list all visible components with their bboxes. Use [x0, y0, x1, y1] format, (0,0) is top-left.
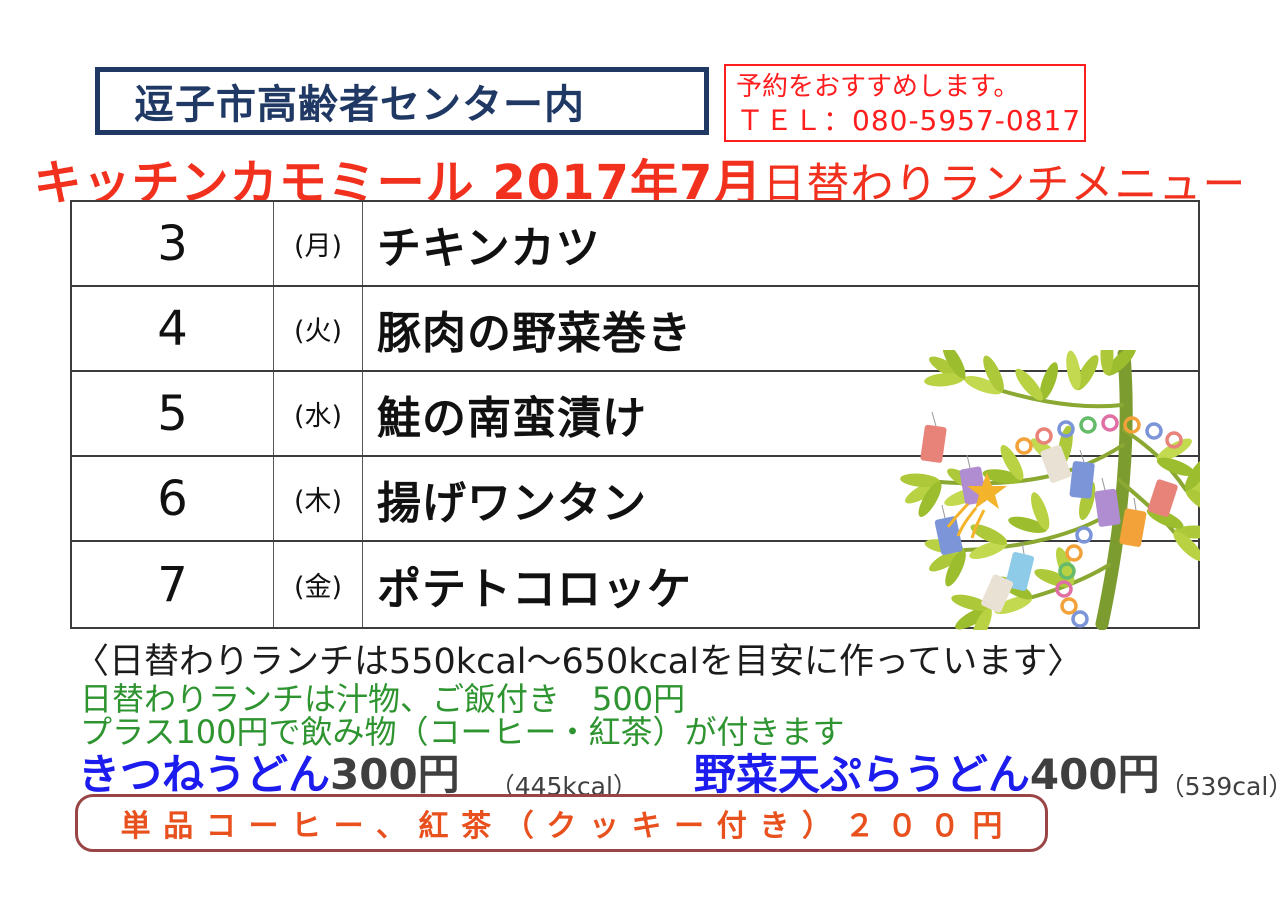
kitsune-udon-name: きつねうどん	[78, 750, 331, 799]
table-row: 7 (金) ポテトコロッケ	[72, 542, 1198, 627]
day-cell: 4	[72, 287, 274, 370]
udon-menu-line: きつねうどん300円 （445kcal） 野菜天ぷらうどん400円（539cal）	[78, 741, 1280, 802]
table-row: 4 (火) 豚肉の野菜巻き	[72, 287, 1198, 372]
dish-cell: チキンカツ	[377, 222, 601, 274]
day-cell: 5	[72, 372, 274, 455]
lunch-price-note: 日替わりランチは汁物、ご飯付き 500円	[80, 680, 686, 718]
facility-name: 逗子市高齢者センター内	[134, 82, 585, 128]
table-row: 6 (木) 揚げワンタン	[72, 457, 1198, 542]
weekday-cell: (水)	[274, 372, 363, 455]
reservation-box: 予約をおすすめします。 ＴＥＬ：080-5957-0817	[724, 64, 1086, 142]
dish-cell: ポテトコロッケ	[377, 563, 692, 615]
drink-option-note: プラス100円で飲み物（コーヒー・紅茶）が付きます	[80, 713, 845, 751]
vegetable-tempura-udon-kcal: （539cal）	[1159, 772, 1280, 801]
day-cell: 7	[72, 542, 274, 627]
calorie-guideline-note: 〈日替わりランチは550kcal～650kcalを目安に作っています〉	[74, 642, 1083, 682]
tanabata-bamboo-illustration	[899, 350, 1200, 630]
weekday-cell: (金)	[274, 542, 363, 627]
weekday-cell: (月)	[274, 202, 363, 285]
dish-cell: 揚げワンタン	[377, 477, 647, 529]
vegetable-tempura-udon-price: 400円	[1029, 750, 1160, 799]
coffee-offer-text: 単品コーヒー、紅茶（クッキー付き）２００円	[120, 809, 1015, 844]
daily-menu-table: 3 (月) チキンカツ 4 (火) 豚肉の野菜巻き 5 (水) 鮭の南蛮漬け 6…	[70, 200, 1200, 629]
coffee-offer-box: 単品コーヒー、紅茶（クッキー付き）２００円	[75, 794, 1048, 852]
weekday-cell: (火)	[274, 287, 363, 370]
reservation-phone: ＴＥＬ：080-5957-0817	[736, 103, 1082, 137]
dish-cell: 豚肉の野菜巻き	[377, 307, 692, 359]
reservation-note: 予約をおすすめします。	[736, 72, 1020, 102]
kitsune-udon-price: 300円	[330, 750, 460, 799]
day-cell: 3	[72, 202, 274, 285]
facility-name-box: 逗子市高齢者センター内	[95, 67, 709, 135]
day-cell: 6	[72, 457, 274, 540]
weekday-cell: (木)	[274, 457, 363, 540]
table-row: 5 (水) 鮭の南蛮漬け	[72, 372, 1198, 457]
table-row: 3 (月) チキンカツ	[72, 202, 1198, 287]
dish-cell: 鮭の南蛮漬け	[377, 392, 647, 444]
vegetable-tempura-udon-name: 野菜天ぷらうどん	[693, 750, 1030, 799]
